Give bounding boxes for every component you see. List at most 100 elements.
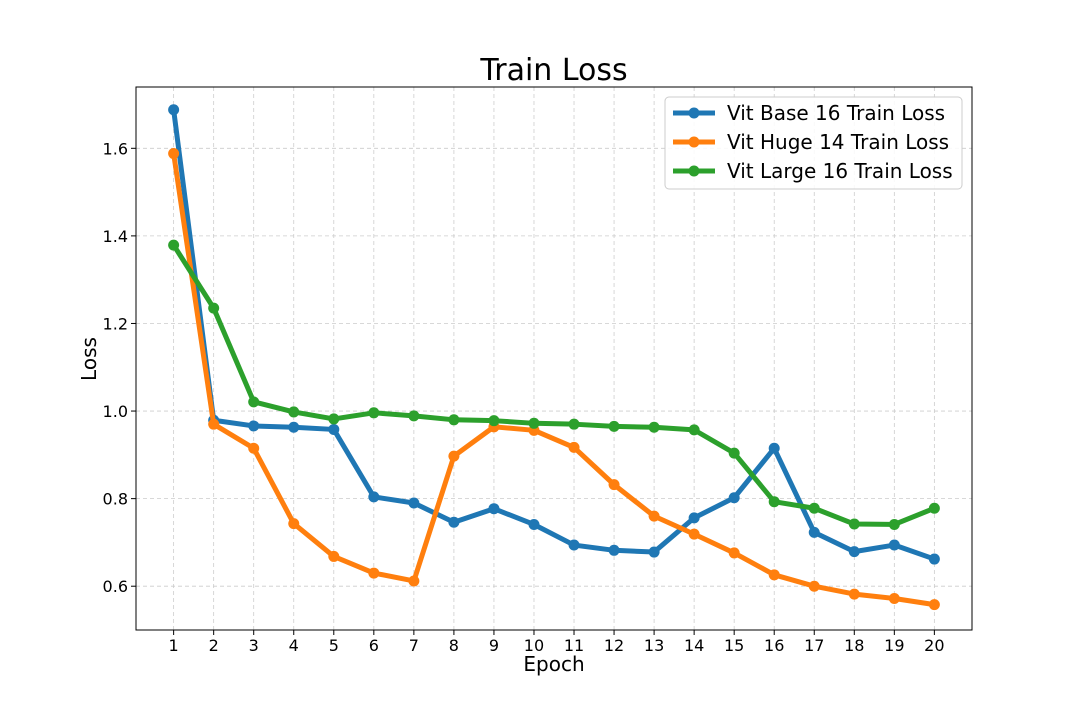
series-line [171, 151, 937, 608]
data-point [408, 497, 420, 509]
x-tick-label: 5 [329, 636, 339, 655]
legend-item: Vit Base 16 Train Loss [673, 101, 945, 125]
x-tick-label: 12 [604, 636, 624, 655]
data-point [888, 539, 900, 551]
legend-marker [688, 165, 700, 177]
y-tick-label: 1.0 [103, 402, 128, 421]
data-point [568, 441, 580, 453]
x-tick-label: 19 [884, 636, 904, 655]
data-point [928, 502, 940, 514]
data-point [328, 550, 340, 562]
data-point [288, 406, 300, 418]
series-line [171, 242, 937, 527]
data-point [368, 567, 380, 579]
data-point [808, 580, 820, 592]
chart-title: Train Loss [479, 53, 627, 88]
x-tick-label: 17 [804, 636, 824, 655]
data-point [568, 539, 580, 551]
y-tick-label: 0.6 [103, 577, 128, 596]
x-axis-ticks: 1 2 3 4 5 6 7 8 9 10 11 12 13 14 15 16 17 18 19 20 [169, 630, 945, 655]
series-1 [168, 104, 940, 565]
x-tick-label: 11 [564, 636, 584, 655]
data-point [168, 148, 180, 160]
data-point [848, 588, 860, 600]
x-tick-label: 20 [924, 636, 944, 655]
data-point [648, 510, 660, 522]
data-point [288, 518, 300, 530]
legend-box [664, 96, 963, 190]
x-tick-label: 1 [169, 636, 179, 655]
data-point [808, 526, 820, 538]
data-point [768, 569, 780, 581]
data-point [368, 407, 380, 419]
data-point [208, 302, 220, 314]
y-tick-label: 0.8 [103, 490, 128, 509]
y-axis-ticks: 0.6 0.8 1.0 1.2 1.4 1.6 [103, 139, 136, 596]
x-tick-label: 9 [489, 636, 499, 655]
data-point [248, 442, 260, 454]
data-point [248, 396, 260, 408]
data-point [328, 423, 340, 435]
data-point [688, 424, 700, 436]
data-point [768, 496, 780, 508]
data-point [168, 104, 180, 116]
data-point [288, 421, 300, 433]
series-layer [168, 104, 940, 611]
data-point [408, 575, 420, 587]
data-point [648, 546, 660, 558]
x-tick-label: 10 [524, 636, 544, 655]
data-point [408, 410, 420, 422]
y-tick-label: 1.2 [103, 314, 128, 333]
data-point [688, 512, 700, 524]
x-tick-label: 15 [724, 636, 744, 655]
series-2 [168, 148, 940, 611]
data-point [368, 491, 380, 503]
x-tick-label: 8 [449, 636, 459, 655]
data-point [608, 479, 620, 491]
data-point [768, 442, 780, 454]
legend: Vit Base 16 Train Loss Vit Huge 14 Train … [664, 96, 963, 190]
data-point [208, 418, 220, 430]
data-point [488, 503, 500, 515]
x-axis-label: Epoch [523, 652, 584, 676]
x-tick-label: 6 [369, 636, 379, 655]
data-point [928, 599, 940, 611]
x-tick-label: 18 [844, 636, 864, 655]
legend-marker [688, 107, 700, 119]
legend-item: Vit Huge 14 Train Loss [673, 130, 949, 154]
data-point [168, 239, 180, 251]
data-point [448, 414, 460, 426]
data-point [888, 592, 900, 604]
data-point [328, 413, 340, 425]
y-tick-label: 1.4 [103, 227, 128, 246]
data-point [608, 420, 620, 432]
data-point [248, 420, 260, 432]
series-3 [168, 239, 940, 530]
data-point [728, 492, 740, 504]
data-point [728, 547, 740, 559]
data-point [888, 518, 900, 530]
x-tick-label: 4 [289, 636, 299, 655]
data-point [568, 418, 580, 430]
x-tick-label: 13 [644, 636, 664, 655]
x-tick-label: 2 [209, 636, 219, 655]
data-point [528, 417, 540, 429]
y-tick-label: 1.6 [103, 139, 128, 158]
data-point [928, 553, 940, 565]
legend-item: Vit Large 16 Train Loss [673, 159, 953, 183]
data-point [608, 544, 620, 556]
data-point [728, 447, 740, 459]
legend-marker [688, 136, 700, 148]
data-point [488, 415, 500, 427]
data-point [688, 528, 700, 540]
data-point [448, 450, 460, 462]
data-point [448, 516, 460, 528]
legend-label: Vit Huge 14 Train Loss [727, 130, 949, 154]
x-tick-label: 7 [409, 636, 419, 655]
data-point [648, 421, 660, 433]
y-axis-label: Loss [77, 337, 101, 381]
legend-label: Vit Base 16 Train Loss [727, 101, 945, 125]
data-point [808, 502, 820, 514]
x-tick-label: 16 [764, 636, 784, 655]
